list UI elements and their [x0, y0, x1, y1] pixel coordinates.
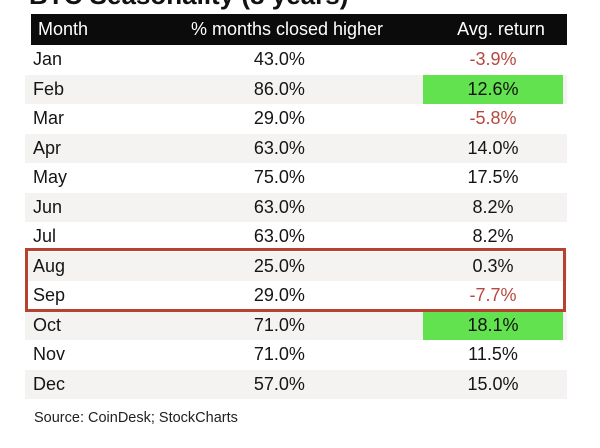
- avg-return-cell: 14.0%: [467, 137, 519, 158]
- closed-higher-cell: 63.0%: [253, 226, 305, 247]
- avg-return-cell-wrap: 18.1%: [423, 310, 567, 340]
- avg-return-cell: 18.1%: [423, 310, 563, 340]
- closed-higher-cell: 75.0%: [253, 167, 305, 188]
- avg-return-cell-wrap: -3.9%: [423, 45, 567, 75]
- table-row: Mar 29.0% -5.8%: [25, 104, 567, 134]
- month-cell: Aug: [33, 255, 66, 276]
- month-cell: Dec: [33, 373, 66, 394]
- column-header-month: Month: [38, 19, 89, 39]
- avg-return-cell: 15.0%: [467, 373, 519, 394]
- closed-higher-cell: 63.0%: [253, 137, 305, 158]
- month-cell: Sep: [33, 285, 66, 306]
- month-cell: May: [33, 167, 68, 188]
- month-cell: Nov: [33, 344, 66, 365]
- closed-higher-cell: 43.0%: [253, 49, 305, 70]
- table-row: Dec 57.0% 15.0%: [25, 369, 567, 400]
- avg-return-cell-wrap: 0.3%: [423, 252, 567, 282]
- avg-return-cell-wrap: 14.0%: [423, 134, 567, 164]
- table-header: Month % months closed higher Avg. return: [31, 14, 567, 45]
- closed-higher-cell: 29.0%: [253, 108, 305, 129]
- avg-return-cell: -5.8%: [469, 108, 517, 129]
- closed-higher-cell: 29.0%: [253, 285, 305, 306]
- avg-return-cell: 0.3%: [472, 255, 514, 276]
- column-header-closed-higher: % months closed higher: [190, 19, 384, 39]
- avg-return-cell-wrap: -5.8%: [423, 104, 567, 134]
- avg-return-cell-wrap: 8.2%: [423, 193, 567, 223]
- avg-return-cell: 12.6%: [423, 74, 563, 104]
- month-cell: Jul: [33, 226, 57, 247]
- avg-return-cell: 11.5%: [468, 344, 518, 365]
- table-row: Feb 86.0% 12.6%: [25, 74, 567, 104]
- month-cell: Jan: [33, 49, 63, 70]
- page-title: BTC Seasonality (8 years): [29, 0, 348, 8]
- table-row: Sep 29.0% -7.7%: [25, 281, 567, 311]
- month-cell: Feb: [33, 78, 65, 99]
- closed-higher-cell: 25.0%: [253, 255, 305, 276]
- avg-return-cell: 17.5%: [467, 167, 519, 188]
- table-row: Jun 63.0% 8.2%: [25, 192, 567, 223]
- avg-return-cell-wrap: 17.5%: [423, 163, 567, 193]
- month-cell: Mar: [33, 108, 64, 129]
- column-header-avg-return: Avg. return: [457, 19, 545, 39]
- avg-return-cell: 8.2%: [472, 226, 514, 247]
- avg-return-cell: 8.2%: [472, 196, 514, 217]
- table-body: Jan 43.0% -3.9% Feb 86.0% 12.6% Mar 29.0% -5.8% A…: [25, 45, 567, 399]
- avg-return-cell-wrap: -7.7%: [423, 281, 567, 311]
- month-cell: Oct: [33, 314, 62, 335]
- avg-return-cell-wrap: 8.2%: [423, 222, 567, 252]
- closed-higher-cell: 86.0%: [253, 78, 305, 99]
- table-row: Jan 43.0% -3.9%: [25, 45, 567, 75]
- table-row: May 75.0% 17.5%: [25, 163, 567, 193]
- table-row: Apr 63.0% 14.0%: [25, 133, 567, 164]
- month-cell: Jun: [33, 196, 63, 217]
- avg-return-cell-wrap: 15.0%: [423, 370, 567, 400]
- source-caption: Source: CoinDesk; StockCharts: [34, 410, 238, 426]
- table-row: Jul 63.0% 8.2%: [25, 222, 567, 252]
- month-cell: Apr: [33, 137, 62, 158]
- table-row: Aug 25.0% 0.3%: [25, 251, 567, 282]
- avg-return-cell: -7.7%: [469, 285, 517, 306]
- table-row: Oct 71.0% 18.1%: [25, 310, 567, 340]
- closed-higher-cell: 63.0%: [253, 196, 305, 217]
- avg-return-cell-wrap: 12.6%: [423, 74, 567, 104]
- closed-higher-cell: 57.0%: [253, 373, 305, 394]
- closed-higher-cell: 71.0%: [253, 314, 305, 335]
- avg-return-cell: -3.9%: [469, 49, 517, 70]
- table-row: Nov 71.0% 11.5%: [25, 340, 567, 370]
- avg-return-cell-wrap: 11.5%: [423, 340, 567, 370]
- closed-higher-cell: 71.0%: [253, 344, 305, 365]
